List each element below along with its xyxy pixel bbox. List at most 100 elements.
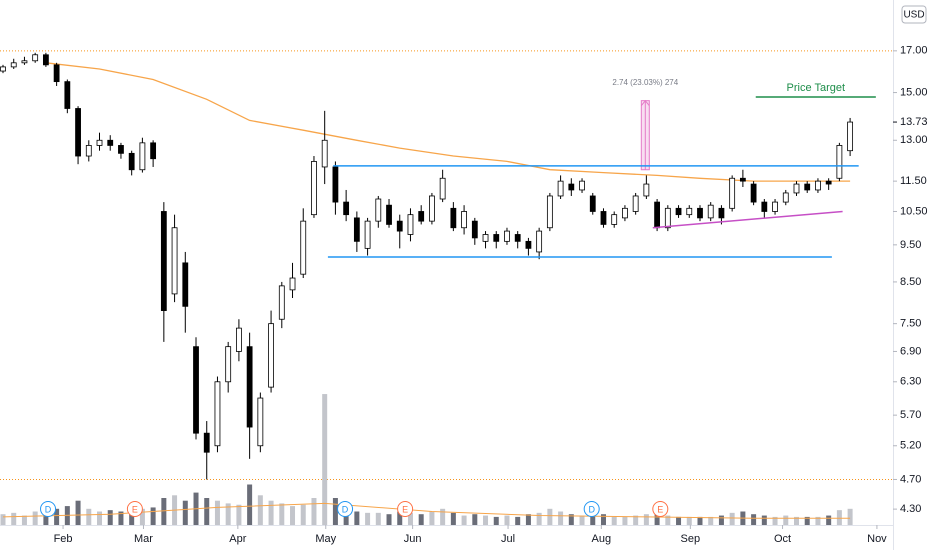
candle-body (214, 381, 221, 447)
candle-body (160, 211, 167, 311)
volume-bar (32, 511, 38, 525)
volume-bar (804, 516, 810, 525)
volume-bar (847, 508, 853, 525)
volume-bar (429, 511, 435, 525)
volume-bar (97, 511, 103, 525)
candle-body (493, 234, 500, 242)
candle-body (85, 145, 92, 157)
candle-body (182, 262, 189, 307)
x-tick-label: Jul (501, 533, 515, 545)
candle-body (482, 234, 489, 242)
volume-bar (504, 515, 510, 525)
volume-bar (590, 512, 596, 525)
volume-bar (751, 514, 757, 525)
candle-body (429, 195, 435, 222)
candle-body (761, 201, 768, 212)
volume-bar (826, 515, 832, 525)
candle-body (847, 121, 854, 152)
volume-bar (182, 500, 188, 525)
candle-body (321, 139, 328, 168)
currency[interactable]: USD (903, 10, 924, 21)
y-tick-label: 15.00 (900, 86, 928, 98)
volume-bar (472, 514, 478, 525)
candle-body (193, 346, 199, 434)
volume-bar (547, 508, 553, 525)
candle-body (622, 207, 628, 219)
x-tick-label: Jun (404, 533, 422, 545)
candle-body (21, 60, 28, 64)
candle-body (386, 204, 392, 225)
candle-body (589, 195, 596, 212)
drawing-label: Price Target (787, 82, 846, 94)
x-tick-label: Sep (681, 533, 701, 545)
event-marker (583, 501, 600, 517)
event-label: E (657, 504, 663, 514)
volume-bar (665, 515, 671, 525)
candle-body (75, 108, 81, 157)
y-tick-label: 9.50 (900, 239, 921, 251)
candle-body (118, 145, 124, 154)
volume-bar (815, 516, 821, 525)
x-tick-label: May (315, 533, 336, 545)
candle-body (471, 220, 478, 239)
volume-bar (407, 512, 413, 525)
volume-bar (21, 515, 27, 525)
candle-body (504, 230, 510, 242)
candle-body (0, 66, 6, 72)
volume-bar (418, 514, 424, 525)
volume-bar (461, 515, 467, 525)
y-tick-label: 8.50 (900, 276, 921, 288)
candle-body (53, 64, 60, 83)
volume-bar (483, 515, 489, 525)
x-tick-label: Nov (867, 533, 887, 545)
y-tick-label: 10.50 (900, 205, 928, 217)
candle-body (600, 211, 607, 225)
event-label: D (45, 504, 52, 514)
volume-bar (622, 516, 628, 525)
volume-bar (676, 516, 682, 525)
candle-body (257, 397, 264, 447)
volume-bar (697, 516, 703, 525)
candle-body (42, 54, 49, 66)
candle-body (675, 207, 682, 216)
volume-bar (225, 503, 231, 525)
volume-bar (493, 516, 499, 525)
candle-body (815, 180, 821, 191)
candle-body (139, 142, 146, 171)
candle-body (686, 207, 693, 216)
volume-bar (729, 512, 735, 525)
volume-bar (54, 508, 60, 525)
candle-body (461, 211, 467, 229)
candle-body (643, 183, 650, 197)
volume-bar (118, 511, 124, 525)
event-marker (652, 501, 669, 517)
candle-body (32, 54, 39, 62)
volume-bar (86, 508, 92, 525)
candle-body (289, 277, 296, 291)
volume-bar (558, 511, 564, 525)
candle-body (546, 195, 553, 229)
event-marker (40, 501, 57, 517)
y-tick-label: 4.30 (900, 503, 921, 515)
volume-bar (279, 503, 285, 525)
candle-body (664, 207, 671, 229)
moving-average (45, 62, 851, 182)
last-price-label: 13.73 (900, 116, 928, 128)
trend-line (652, 210, 843, 229)
volume-bar (375, 512, 381, 525)
candle-body (364, 220, 371, 249)
candle-body (514, 234, 521, 242)
volume-bar (236, 504, 242, 525)
candle-body (64, 81, 71, 109)
candle-body (343, 201, 350, 216)
volume-bar (525, 514, 531, 525)
candle-body (836, 145, 843, 179)
volume-average (2, 502, 851, 519)
volume-bar (568, 514, 574, 525)
volume-bar (633, 515, 639, 525)
x-tick-label: Feb (54, 533, 73, 545)
candle-body (171, 227, 178, 295)
volume-bar (836, 510, 842, 525)
currency-box[interactable] (901, 5, 927, 24)
